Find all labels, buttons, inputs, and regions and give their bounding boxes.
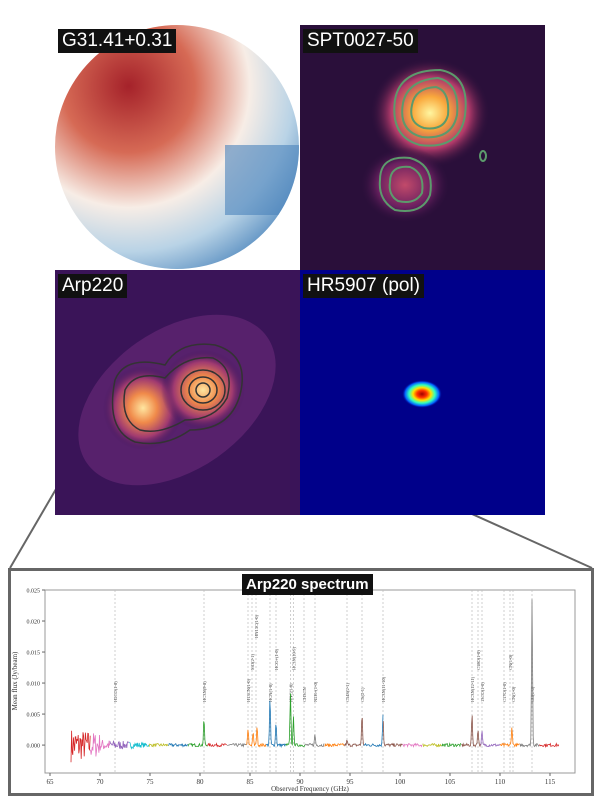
spectrum-segment [480, 731, 501, 748]
spectrum-segment [70, 730, 91, 763]
spectrum-segment [304, 734, 325, 748]
x-tick-label: 85 [247, 778, 255, 786]
spectrum-segment [343, 717, 364, 748]
spectrum-segment [285, 693, 306, 748]
x-tick-label: 90 [297, 778, 305, 786]
y-tick-label: 0.020 [27, 620, 41, 626]
y-tick-label: 0.025 [27, 589, 41, 595]
line-marker-label: CN(1-0) [511, 686, 516, 702]
line-marker-label: SiO(2-1) [250, 654, 255, 670]
spectrum-segment [519, 599, 540, 748]
spectrum-segment [265, 700, 286, 749]
spectrum-segment [402, 742, 423, 748]
spectrum-segment [539, 742, 560, 749]
spectrum-segment [461, 715, 481, 748]
line-marker-label: HC3N(12-11) [470, 676, 475, 702]
spectrum-segment [227, 742, 247, 748]
panel-hr5907: HR5907 (pol) [300, 270, 545, 515]
velocity-map [55, 25, 299, 269]
spectrum-segment [382, 721, 403, 748]
y-tick-label: 0.010 [27, 682, 41, 688]
x-tick-label: 65 [47, 778, 55, 786]
spectrum-segment [500, 727, 520, 748]
panel-arp220: Arp220 [55, 270, 300, 515]
line-marker-label: HCO+(1-0) [274, 648, 279, 670]
panel-g31: G31.41+0.31 [55, 25, 300, 270]
continuum-map [78, 314, 276, 486]
line-marker-label: HCN(1-0) [268, 683, 273, 702]
line-marker-label: HNC(1-0) [289, 683, 294, 702]
line-marker-label: C18O(1-0) [476, 650, 481, 670]
x-tick-label: 110 [495, 778, 506, 786]
line-marker-label: CN(1-0) [508, 654, 513, 670]
spectrum-inset [8, 568, 594, 796]
spectrum-segment [168, 743, 189, 748]
line-marker-label: 13CO(1-0) [480, 682, 485, 702]
line-marker-label: H2CO(1-0) [113, 681, 118, 702]
line-marker-label: H13CN(1-0) [246, 679, 251, 702]
panel-label: Arp220 [58, 274, 128, 298]
panel-spt: SPT0027-50 [300, 25, 545, 270]
spectrum-title: Arp220 spectrum [242, 574, 373, 595]
panel-label: SPT0027-50 [303, 29, 418, 53]
y-tick-label: 0.000 [27, 744, 41, 750]
line-marker-label: HC3N(10-9) [292, 647, 297, 670]
line-marker-label: C17O(1-0) [502, 682, 507, 702]
x-tick-label: 80 [197, 778, 205, 786]
y-tick-label: 0.005 [27, 713, 41, 719]
line-marker-label: CS(2-1) [360, 687, 365, 702]
spectrum-segment [90, 733, 111, 757]
spectrum-segment [207, 742, 227, 748]
x-axis-label: Observed Frequency (GHz) [271, 785, 349, 793]
x-tick-label: 70 [97, 778, 105, 786]
x-tick-label: 95 [347, 778, 355, 786]
spectrum-segment [363, 714, 384, 748]
spectrum-segment [109, 740, 130, 750]
line-marker-label: HC3N(11-10) [381, 676, 386, 702]
continuum-map [360, 58, 490, 223]
panel-label: HR5907 (pol) [303, 274, 424, 298]
line-marker-label: HN13C(1-0) [254, 615, 259, 638]
spectrum-segment [187, 721, 208, 748]
line-marker-label: CH3CN [302, 686, 307, 702]
panel-label: G31.41+0.31 [58, 29, 177, 53]
spectrum-segment [324, 742, 345, 748]
x-tick-label: 100 [395, 778, 406, 786]
spectrum-segment [422, 742, 442, 748]
spectrum-segment [246, 727, 267, 748]
spectrum-segment [129, 741, 150, 750]
spectrum-segment [441, 742, 462, 748]
spectrum-segment [148, 743, 169, 748]
polarization-map [402, 380, 442, 408]
line-marker-label: N2H+(1-0) [313, 681, 318, 702]
line-marker-label: HC3N(9-8) [202, 681, 207, 702]
line-marker-label: C34S(2-1) [345, 682, 350, 702]
y-tick-label: 0.015 [27, 651, 41, 657]
x-tick-label: 115 [545, 778, 556, 786]
x-tick-label: 75 [147, 778, 155, 786]
x-tick-label: 105 [445, 778, 456, 786]
y-axis-label: Mean flux (Jy/beam) [11, 651, 19, 710]
